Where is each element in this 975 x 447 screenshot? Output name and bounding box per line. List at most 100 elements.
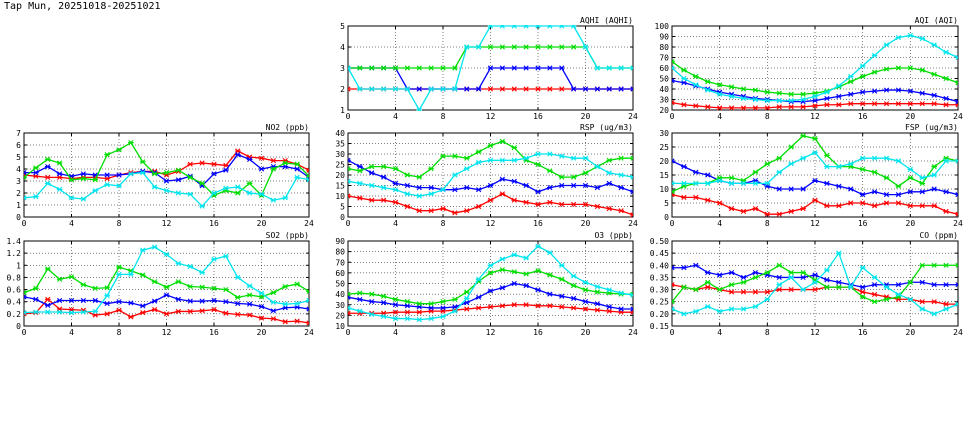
data-point bbox=[139, 247, 146, 253]
data-point bbox=[428, 185, 434, 191]
data-point bbox=[752, 105, 759, 111]
data-point bbox=[416, 65, 423, 71]
data-point bbox=[681, 194, 687, 200]
x-tick-label: 4 bbox=[393, 219, 398, 228]
data-point bbox=[570, 295, 577, 301]
data-point bbox=[943, 95, 949, 102]
data-point bbox=[752, 289, 759, 295]
data-point bbox=[871, 299, 878, 305]
data-point bbox=[788, 269, 794, 276]
data-point bbox=[128, 300, 134, 306]
data-point bbox=[368, 311, 375, 317]
data-point bbox=[812, 93, 818, 99]
data-point bbox=[847, 161, 854, 167]
data-point bbox=[44, 164, 51, 170]
data-point bbox=[630, 86, 633, 92]
data-point bbox=[392, 65, 399, 71]
data-point bbox=[463, 208, 470, 214]
x-tick-label: 16 bbox=[858, 328, 868, 337]
data-point bbox=[776, 169, 783, 175]
data-point bbox=[104, 152, 110, 158]
data-point bbox=[672, 282, 675, 288]
x-tick-label: 16 bbox=[209, 328, 219, 337]
data-point bbox=[672, 59, 675, 65]
data-point bbox=[919, 36, 926, 42]
data-point bbox=[693, 180, 699, 186]
data-point bbox=[764, 211, 771, 217]
x-tick-label: 20 bbox=[257, 328, 267, 337]
data-point bbox=[499, 44, 506, 50]
x-tick-label: 8 bbox=[117, 219, 122, 228]
data-point bbox=[547, 65, 553, 71]
data-point bbox=[187, 308, 194, 315]
data-point bbox=[116, 307, 122, 313]
data-point bbox=[630, 189, 633, 195]
data-point bbox=[463, 155, 470, 161]
data-point bbox=[859, 73, 866, 79]
y-tick-label: 70 bbox=[335, 258, 345, 267]
data-point bbox=[139, 310, 146, 316]
data-point bbox=[547, 168, 553, 174]
data-point bbox=[416, 174, 423, 180]
data-point bbox=[955, 282, 958, 288]
x-tick-label: 24 bbox=[304, 328, 314, 337]
data-point bbox=[428, 208, 434, 214]
data-point bbox=[68, 195, 75, 201]
data-point bbox=[44, 296, 51, 302]
data-point bbox=[499, 191, 506, 197]
data-point bbox=[812, 103, 818, 109]
data-point bbox=[223, 185, 229, 191]
x-tick-label: 16 bbox=[533, 219, 543, 228]
data-point bbox=[151, 307, 158, 313]
x-tick-label: 16 bbox=[533, 328, 543, 337]
x-tick-label: 0 bbox=[670, 219, 675, 228]
data-point bbox=[44, 302, 51, 308]
x-tick-label: 0 bbox=[670, 328, 675, 337]
data-point bbox=[535, 65, 541, 71]
y-tick-label: 0.25 bbox=[650, 298, 669, 307]
x-tick-label: 8 bbox=[117, 328, 122, 337]
data-point bbox=[871, 88, 878, 94]
series-1 bbox=[672, 78, 958, 105]
data-point bbox=[392, 166, 399, 172]
data-point bbox=[44, 174, 51, 180]
data-point bbox=[487, 44, 494, 50]
series-3 bbox=[672, 150, 958, 186]
data-point bbox=[606, 65, 613, 71]
data-point bbox=[594, 164, 601, 170]
data-point bbox=[847, 73, 854, 79]
data-point bbox=[558, 293, 565, 299]
data-point bbox=[368, 197, 375, 203]
data-point bbox=[499, 267, 506, 273]
data-point bbox=[824, 180, 830, 186]
data-point bbox=[570, 182, 577, 189]
series-0 bbox=[24, 296, 309, 326]
data-point bbox=[859, 265, 866, 271]
data-point bbox=[104, 293, 110, 299]
x-tick-label: 24 bbox=[628, 328, 638, 337]
data-point bbox=[452, 308, 458, 314]
data-point bbox=[836, 93, 842, 99]
data-point bbox=[752, 274, 759, 281]
data-point bbox=[175, 308, 182, 315]
data-point bbox=[752, 180, 759, 186]
data-point bbox=[859, 63, 866, 69]
data-point bbox=[630, 306, 633, 312]
data-point bbox=[282, 319, 289, 325]
data-point bbox=[511, 252, 518, 258]
data-point bbox=[44, 180, 51, 186]
data-point bbox=[234, 190, 241, 196]
data-point bbox=[931, 92, 937, 98]
data-point bbox=[128, 140, 134, 146]
data-point bbox=[139, 303, 146, 309]
data-point bbox=[523, 155, 529, 161]
y-tick-label: 1 bbox=[16, 201, 21, 210]
data-point bbox=[187, 174, 194, 180]
data-point bbox=[348, 157, 351, 163]
data-point bbox=[955, 192, 958, 198]
data-point bbox=[728, 269, 735, 276]
data-point bbox=[836, 203, 842, 209]
data-point bbox=[535, 287, 541, 293]
data-point bbox=[672, 65, 675, 71]
y-tick-label: 0.35 bbox=[650, 273, 669, 282]
